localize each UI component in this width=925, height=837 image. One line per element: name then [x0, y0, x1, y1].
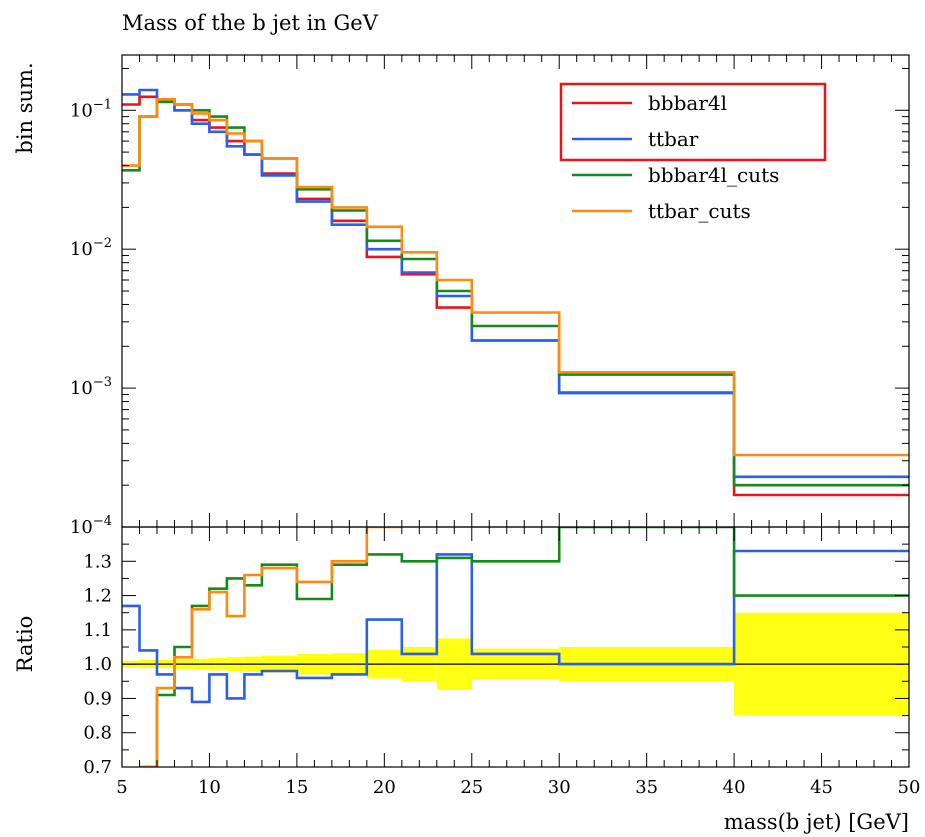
ratio-series-ttbar-cuts — [139, 527, 402, 767]
main-series-bbbar4l — [122, 95, 909, 497]
ratio-plot-area — [122, 527, 909, 767]
ratio-y-axis-label: Ratio — [13, 616, 37, 673]
legend-label-ttbar-cuts: ttbar_cuts — [648, 199, 751, 223]
main-y-tick-label: 10−2 — [70, 236, 112, 260]
main-panel: 10−1 10−2 10−3 10−4 bin sum. — [13, 54, 910, 538]
main-y-tick-label: 10−4 — [70, 514, 112, 538]
x-tick-label: 30 — [548, 777, 571, 798]
ratio-panel: 0.7 0.8 0.9 1.0 1.1 1.2 1.3 Ratio — [13, 526, 910, 778]
legend-highlight-box — [559, 82, 827, 162]
ratio-y-tick-label: 1.2 — [83, 586, 112, 607]
x-axis-label: mass(b jet) [GeV] — [724, 810, 909, 834]
ratio-y-tick-label: 0.9 — [83, 688, 112, 709]
ratio-y-tick-label: 0.8 — [83, 723, 112, 744]
main-y-tick-label: 10−3 — [70, 375, 112, 399]
x-tick-label: 45 — [810, 777, 833, 798]
x-axis-ticks: 5 10 15 20 25 30 35 40 45 50 — [116, 55, 920, 798]
x-tick-label: 20 — [373, 777, 396, 798]
x-tick-label: 50 — [898, 777, 921, 798]
x-tick-label: 15 — [285, 777, 308, 798]
x-tick-label: 5 — [116, 777, 127, 798]
ratio-y-tick-label: 0.7 — [83, 757, 112, 778]
main-y-tick-label: 10−1 — [70, 97, 112, 121]
legend-label-bbbar4l: bbbar4l — [648, 91, 727, 115]
main-plot-area — [122, 88, 909, 497]
legend: bbbar4l ttbar bbbar4l_cuts ttbar_cuts — [559, 82, 827, 223]
x-tick-label: 10 — [198, 777, 221, 798]
ratio-y-tick-label: 1.3 — [83, 551, 112, 572]
ratio-frame — [121, 526, 910, 768]
main-y-axis-label: bin sum. — [13, 62, 37, 153]
ratio-y-tick-label: 1.1 — [83, 620, 112, 641]
legend-label-bbbar4l-cuts: bbbar4l_cuts — [648, 163, 779, 187]
x-tick-label: 35 — [635, 777, 658, 798]
legend-label-ttbar: ttbar — [648, 127, 699, 151]
main-series-ttbar — [122, 88, 909, 479]
main-series-ttbar-cuts — [122, 98, 909, 457]
main-y-ticks: 10−1 10−2 10−3 10−4 — [70, 67, 909, 538]
x-tick-label: 40 — [723, 777, 746, 798]
x-tick-label: 25 — [460, 777, 483, 798]
ratio-y-tick-label: 1.0 — [83, 654, 112, 675]
chart-title: Mass of the b jet in GeV — [122, 11, 379, 35]
